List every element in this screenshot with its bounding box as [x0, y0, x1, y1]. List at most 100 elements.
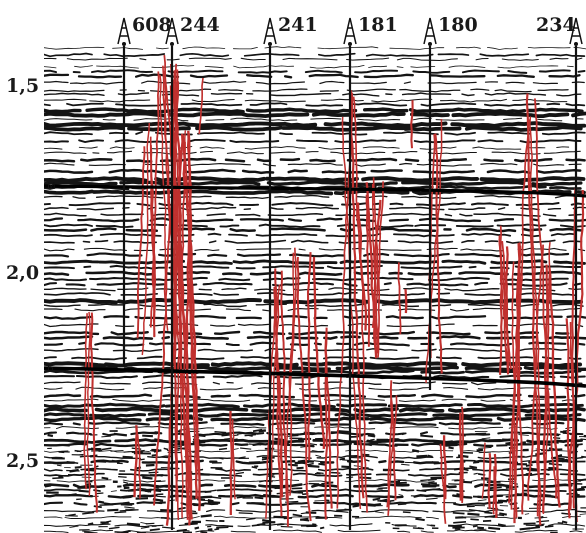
reflector-event	[439, 98, 508, 103]
reflector-event	[246, 335, 274, 339]
reflector-noise	[525, 463, 533, 467]
well-marker-layer	[117, 17, 583, 46]
reflector-event	[310, 117, 342, 120]
reflector-event	[472, 307, 516, 311]
reflector-event	[337, 529, 381, 532]
reflector-event	[74, 65, 93, 68]
reflector-noise	[484, 515, 496, 518]
fault-line	[458, 412, 463, 501]
horizon-layer	[44, 184, 586, 388]
reflector-event	[44, 248, 75, 252]
reflector-event	[109, 146, 135, 149]
reflector-event	[95, 224, 134, 228]
reflector-event	[82, 240, 91, 243]
well-marker-icon	[423, 17, 437, 46]
reflector-noise	[472, 461, 480, 464]
fault-line	[185, 133, 192, 502]
reflector-event	[72, 422, 81, 426]
reflector-event	[304, 69, 343, 74]
reflector-event	[235, 213, 261, 217]
reflector-event	[279, 132, 293, 135]
reflector-noise	[401, 463, 410, 466]
reflector-event	[225, 196, 269, 200]
reflector-event	[389, 202, 404, 206]
reflector-event	[548, 218, 586, 222]
reflector-noise	[123, 481, 129, 484]
reflector-event	[44, 125, 124, 132]
reflector-noise	[417, 527, 423, 530]
fault-line	[269, 284, 281, 501]
time-tick-label-1-5: 1,5	[6, 75, 39, 97]
reflector-event	[571, 393, 586, 398]
reflector-noise	[318, 462, 326, 466]
reflector-event	[559, 473, 586, 476]
reflector-noise	[143, 431, 158, 435]
reflector-event	[464, 366, 523, 372]
reflector-event	[464, 293, 502, 296]
reflector-event	[99, 382, 131, 385]
reflector-event	[250, 382, 283, 385]
reflector-event	[305, 104, 344, 107]
reflector-event	[346, 57, 390, 61]
fault-line	[306, 252, 312, 461]
fault-line	[296, 256, 312, 522]
wellhead-icon	[268, 42, 272, 46]
reflector-event	[262, 309, 270, 312]
reflector-event	[68, 202, 131, 207]
reflector-event	[461, 232, 512, 237]
reflector-event	[44, 259, 100, 265]
fault-line	[285, 252, 295, 501]
reflector-event	[44, 228, 88, 232]
reflector-event	[432, 412, 520, 418]
reflector-noise	[467, 512, 480, 516]
reflector-event	[479, 53, 530, 57]
reflector-event	[244, 99, 306, 103]
fault-line	[172, 79, 193, 520]
reflector-event	[370, 169, 403, 173]
reflector-event	[361, 509, 429, 513]
reflector-event	[44, 530, 69, 533]
reflector-event	[235, 316, 262, 320]
fault-line	[501, 241, 512, 370]
reflector-noise	[176, 529, 187, 533]
reflector-noise	[481, 477, 490, 480]
reflector-event	[274, 194, 330, 198]
reflector-event	[88, 163, 126, 166]
reflector-event	[73, 502, 88, 506]
reflector-event	[437, 53, 470, 56]
reflector-noise	[194, 526, 200, 530]
derrick-icon	[263, 17, 277, 45]
well-marker-icon	[569, 17, 583, 46]
reflector-event	[436, 184, 547, 190]
reflector-event	[483, 158, 504, 163]
derrick-icon	[569, 17, 583, 45]
reflector-event	[265, 176, 359, 183]
reflector-noise	[74, 449, 82, 453]
reflector-noise	[397, 503, 407, 506]
reflector-event	[249, 102, 288, 106]
reflector-event	[336, 403, 388, 408]
reflector-noise	[561, 520, 568, 524]
reflector-noise	[77, 432, 86, 435]
reflector-noise	[280, 525, 293, 528]
reflector-event	[44, 304, 81, 308]
reflector-event	[528, 341, 567, 345]
reflector-event	[415, 202, 466, 207]
reflector-event	[442, 382, 468, 385]
reflector-event	[44, 422, 64, 426]
reflector-noise	[110, 490, 117, 492]
reflector-event	[389, 47, 445, 50]
reflector-event	[474, 281, 489, 286]
reflector-event	[208, 240, 217, 244]
reflector-event	[99, 232, 162, 237]
reflector-noise	[82, 511, 95, 515]
reflector-noise	[108, 526, 120, 530]
reflector-noise	[394, 481, 407, 485]
reflector-event	[89, 277, 145, 281]
reflector-event	[137, 494, 158, 498]
wellhead-icon	[170, 42, 174, 46]
reflector-noise	[581, 455, 586, 458]
reflector-event	[44, 131, 93, 136]
reflector-event	[183, 218, 234, 223]
reflector-noise	[101, 476, 109, 480]
